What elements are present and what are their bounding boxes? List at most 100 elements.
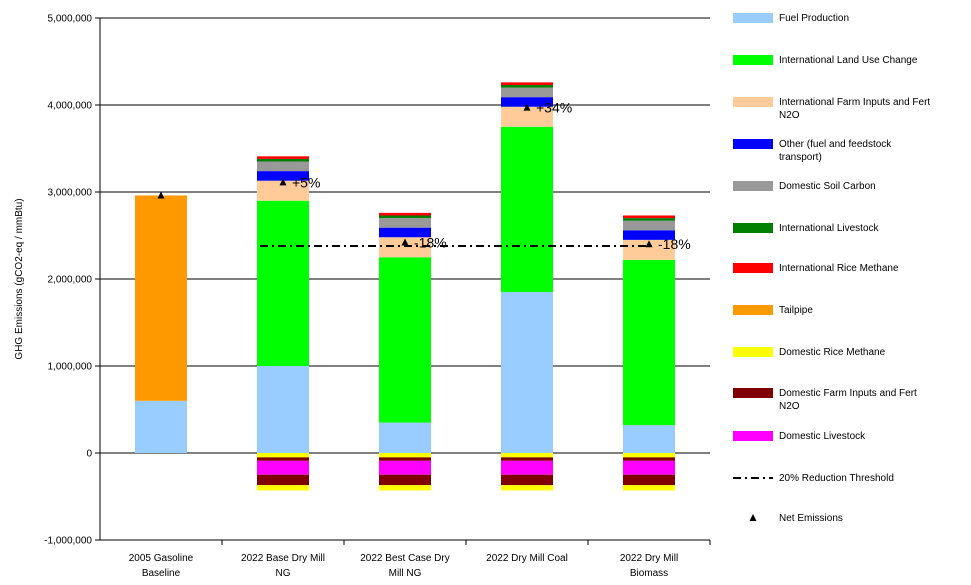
bar-segment xyxy=(501,453,553,458)
y-tick-label: 5,000,000 xyxy=(48,14,93,25)
bar-segment xyxy=(379,237,431,258)
bar-segment xyxy=(623,230,675,240)
bar-segment xyxy=(257,485,309,491)
legend-swatch xyxy=(733,181,773,191)
bar-segment xyxy=(623,218,675,221)
bar-segment xyxy=(257,474,309,486)
legend-label: N2O xyxy=(779,110,800,121)
legend-swatch xyxy=(733,431,773,441)
legend-label: Domestic Soil Carbon xyxy=(779,181,876,192)
bar-segment xyxy=(257,180,309,201)
bar-segment xyxy=(501,457,553,461)
x-tick-label: NG xyxy=(276,568,291,579)
y-tick-label: 0 xyxy=(86,449,92,460)
x-tick-label: 2022 Dry Mill Coal xyxy=(486,553,568,564)
bar-segment xyxy=(501,460,553,475)
x-tick-label: 2022 Best Case Dry xyxy=(360,553,450,564)
percent-change-label: -18% xyxy=(414,234,447,250)
bar-segment xyxy=(257,200,309,366)
bar-segment xyxy=(501,126,553,293)
bar-segment xyxy=(135,195,187,401)
legend-swatch xyxy=(733,388,773,398)
legend-swatch xyxy=(733,263,773,273)
bar-segment xyxy=(257,453,309,458)
bar-segment xyxy=(623,485,675,491)
bar-segment xyxy=(379,257,431,423)
net-emissions-marker xyxy=(279,178,287,186)
bar-segment xyxy=(257,161,309,172)
legend-swatch xyxy=(733,97,773,107)
bar-segment xyxy=(501,474,553,486)
y-tick-label: 3,000,000 xyxy=(48,188,93,199)
legend-label: Fuel Production xyxy=(779,13,849,24)
legend-marker-swatch xyxy=(749,514,757,521)
x-tick-label: Biomass xyxy=(630,568,668,579)
y-axis-label: GHG Emissions (gCO2-eq / mmBtu) xyxy=(14,198,25,359)
bar-segment xyxy=(257,460,309,475)
bar-segment xyxy=(501,82,553,85)
bar-segment xyxy=(501,485,553,491)
y-tick-label: 2,000,000 xyxy=(48,275,93,286)
legend-label: Net Emissions xyxy=(779,513,843,524)
y-tick-label: -1,000,000 xyxy=(44,536,92,547)
bar-segment xyxy=(379,474,431,486)
x-tick-label: Baseline xyxy=(142,568,181,579)
axes: -1,000,000 0 1,000,000 2,000,000 3,000,000 4,… xyxy=(14,14,711,579)
x-tick-label: Mill NG xyxy=(389,568,422,579)
legend-label: International Land Use Change xyxy=(779,55,918,66)
bar-segment xyxy=(623,239,675,260)
legend-label: International Rice Methane xyxy=(779,263,899,274)
legend-label: transport) xyxy=(779,152,822,163)
bar-segment xyxy=(501,87,553,98)
percent-change-label: +5% xyxy=(292,174,320,190)
bar-segment xyxy=(623,457,675,461)
bar-segment xyxy=(257,156,309,159)
bar-segment xyxy=(501,292,553,453)
legend-swatch xyxy=(733,13,773,23)
bar-series xyxy=(135,82,675,491)
bar-segment xyxy=(257,457,309,461)
bar-segment xyxy=(379,212,431,216)
bar-segment xyxy=(379,215,431,219)
legend-label: N2O xyxy=(779,401,800,412)
bar-segment xyxy=(623,460,675,475)
bar-segment xyxy=(379,218,431,228)
legend-label: Domestic Rice Methane xyxy=(779,347,886,358)
bar-segment xyxy=(501,84,553,88)
net-emissions-marker xyxy=(401,238,409,246)
legend-label: International Farm Inputs and Fert xyxy=(779,97,930,108)
bar-segment xyxy=(623,215,675,219)
bar-segment xyxy=(379,422,431,453)
bar-segment xyxy=(623,474,675,486)
legend-label: Other (fuel and feedstock xyxy=(779,139,892,150)
legend-swatch xyxy=(733,55,773,65)
bar-segment xyxy=(379,457,431,461)
legend-label: International Livestock xyxy=(779,223,880,234)
legend-swatch xyxy=(733,223,773,233)
bar-segment xyxy=(623,220,675,231)
legend-label: Domestic Livestock xyxy=(779,431,866,442)
bar-segment xyxy=(135,400,187,453)
legend-label: Tailpipe xyxy=(779,305,813,316)
bar-segment xyxy=(623,259,675,426)
bar-segment xyxy=(257,171,309,181)
percent-change-label: -18% xyxy=(658,236,691,252)
bar-segment xyxy=(623,453,675,458)
bar-segment xyxy=(257,366,309,453)
net-emissions-markers: +5% -18% +34% -18% xyxy=(157,100,691,252)
bar-segment xyxy=(501,106,553,127)
legend-label: 20% Reduction Threshold xyxy=(779,473,894,484)
y-tick-label: 1,000,000 xyxy=(48,362,93,373)
x-tick-label: 2022 Base Dry Mill xyxy=(241,553,325,564)
net-emissions-marker xyxy=(157,191,165,199)
bar-segment xyxy=(379,227,431,238)
bar-segment xyxy=(379,453,431,458)
legend-swatch xyxy=(733,305,773,315)
bar-segment xyxy=(257,158,309,162)
legend-swatch xyxy=(733,139,773,149)
legend-label: Domestic Farm Inputs and Fert xyxy=(779,388,917,399)
y-tick-label: 4,000,000 xyxy=(48,101,93,112)
bar-segment xyxy=(501,97,553,107)
bar-segment xyxy=(379,485,431,491)
